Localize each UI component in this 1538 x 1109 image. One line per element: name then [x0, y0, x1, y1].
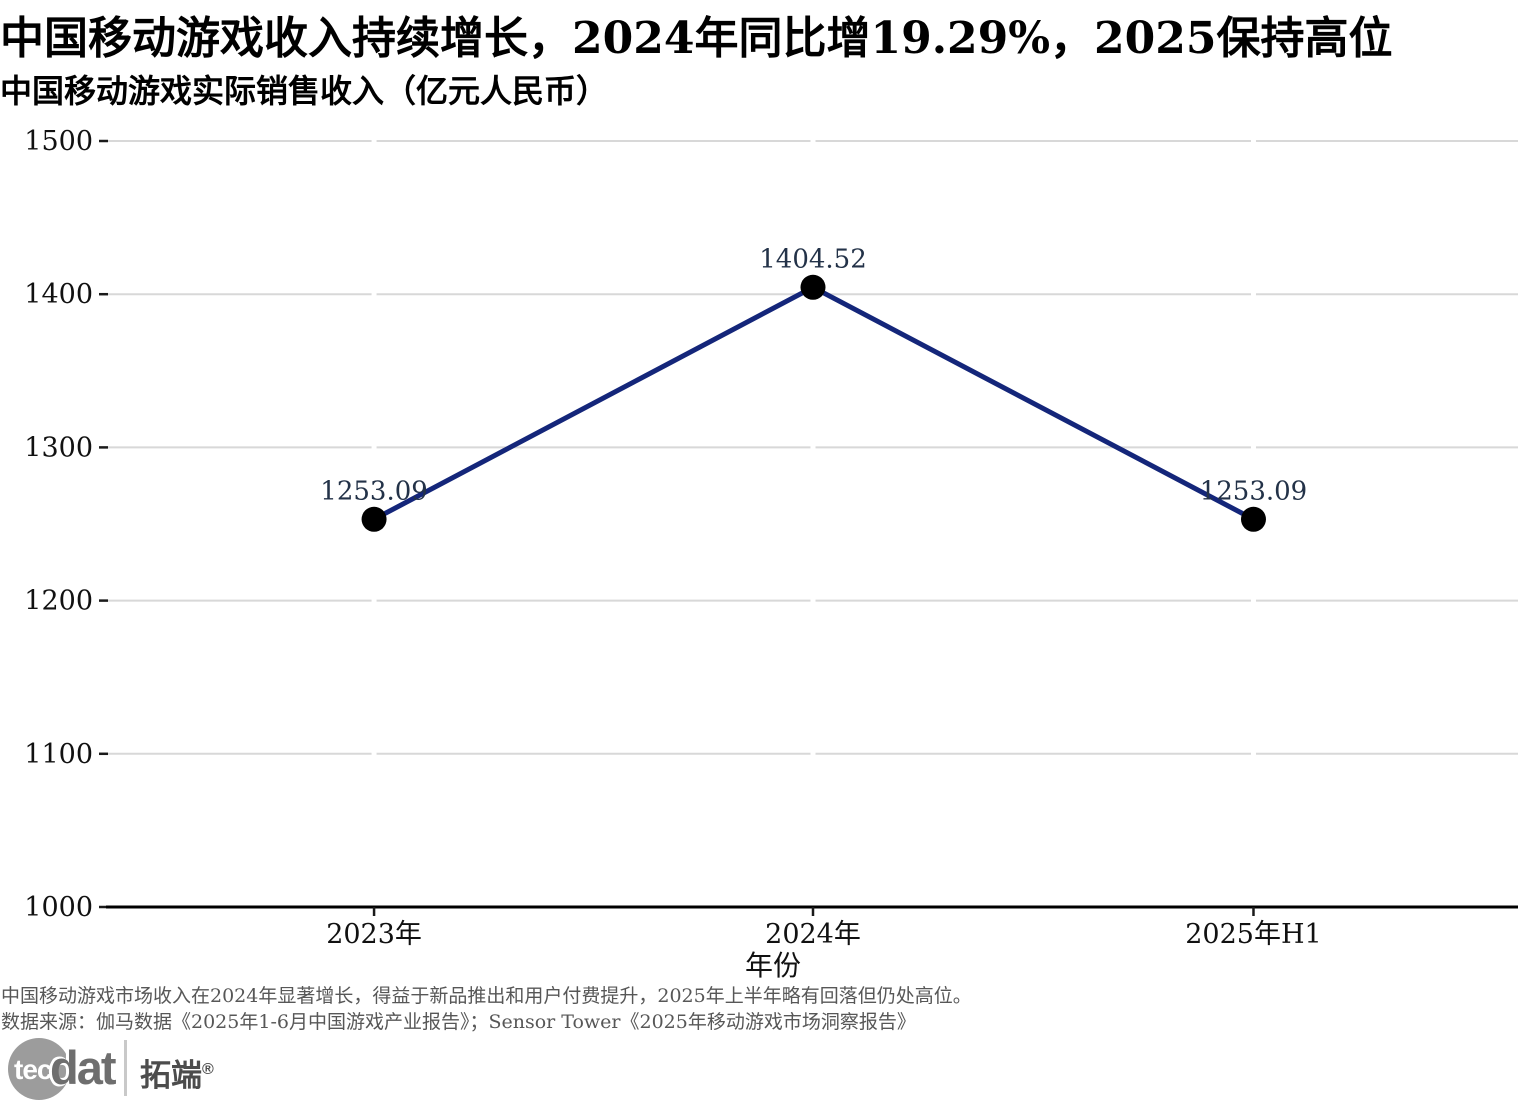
- data-point: [1240, 506, 1266, 532]
- data-point: [800, 274, 826, 300]
- y-axis-tick-label: 1200: [24, 586, 93, 617]
- x-axis-title: 年份: [745, 949, 801, 982]
- logo-dat-text: dat: [50, 1041, 116, 1094]
- y-axis-tick-label: 1000: [24, 892, 93, 923]
- registered-mark: ®: [202, 1061, 214, 1078]
- data-point-label: 1404.52: [759, 244, 867, 274]
- y-axis-tick-label: 1300: [24, 432, 93, 463]
- chart-subtitle: 中国移动游戏实际销售收入（亿元人民币）: [0, 72, 609, 110]
- chart-note: 中国移动游戏市场收入在2024年显著增长，得益于新品推出和用户付费提升，2025…: [1, 985, 972, 1007]
- logo-tec-text: tec: [14, 1054, 52, 1085]
- data-point-label: 1253.09: [1200, 476, 1308, 506]
- chart-title: 中国移动游戏收入持续增长，2024年同比增19.29%，2025保持高位: [0, 13, 1393, 64]
- chart-source: 数据来源：伽马数据《2025年1-6月中国游戏产业报告》；Sensor Towe…: [1, 1011, 916, 1033]
- x-axis-tick-label: 2023年: [326, 919, 422, 950]
- data-point-label: 1253.09: [320, 476, 428, 506]
- x-axis-tick-label: 2024年: [765, 919, 861, 950]
- chart-footer: 中国移动游戏市场收入在2024年显著增长，得益于新品推出和用户付费提升，2025…: [1, 983, 972, 1035]
- logo-brand-text: 拓端®: [140, 1050, 214, 1095]
- y-axis-tick-label: 1500: [24, 126, 93, 157]
- logo-divider: [124, 1040, 127, 1096]
- y-axis-tick-label: 1400: [24, 279, 93, 310]
- data-point: [361, 506, 387, 532]
- tecdat-logo-circle-icon: [8, 1038, 70, 1100]
- logo-brand-cn: 拓端: [140, 1058, 202, 1093]
- y-axis-tick-label: 1100: [24, 739, 93, 770]
- x-axis-tick-label: 2025年H1: [1185, 919, 1321, 950]
